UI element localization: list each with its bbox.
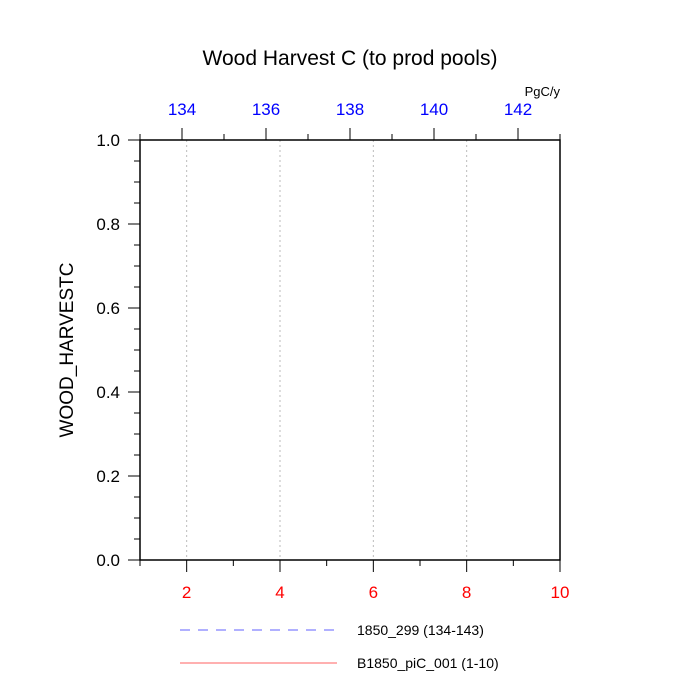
y-tick-label: 0.4 bbox=[96, 383, 120, 402]
legend-label: 1850_299 (134-143) bbox=[357, 622, 484, 638]
plot-frame bbox=[139, 139, 561, 561]
x-bottom-tick-label: 6 bbox=[369, 583, 378, 602]
x-bottom-tick-label: 8 bbox=[462, 583, 471, 602]
units-label: PgC/y bbox=[525, 84, 561, 99]
y-tick-label: 0.0 bbox=[96, 551, 120, 570]
x-top-tick-label: 138 bbox=[336, 100, 364, 119]
legend: 1850_299 (134-143) B1850_piC_001 (1-10) bbox=[180, 622, 499, 671]
y-tick-label: 0.2 bbox=[96, 467, 120, 486]
y-tick-label: 1.0 bbox=[96, 131, 120, 150]
legend-label: B1850_piC_001 (1-10) bbox=[357, 655, 499, 671]
y-tick-label: 0.6 bbox=[96, 299, 120, 318]
x-bottom-tick-label: 4 bbox=[275, 583, 284, 602]
x-top-tick-label: 142 bbox=[504, 100, 532, 119]
x-axis-bottom: 2 4 6 8 10 bbox=[139, 560, 570, 602]
chart-title: Wood Harvest C (to prod pools) bbox=[203, 47, 498, 70]
grid-lines bbox=[186, 140, 468, 560]
x-bottom-tick-label: 10 bbox=[551, 583, 570, 602]
x-top-tick-label: 140 bbox=[420, 100, 448, 119]
x-top-tick-label: 134 bbox=[168, 100, 196, 119]
x-bottom-tick-label: 2 bbox=[182, 583, 191, 602]
y-axis: 0.0 0.2 0.4 0.6 0.8 1.0 bbox=[96, 131, 140, 570]
x-top-tick-label: 136 bbox=[252, 100, 280, 119]
x-axis-top: 134 136 138 140 142 bbox=[139, 100, 561, 140]
y-tick-label: 0.8 bbox=[96, 215, 120, 234]
y-axis-label: WOOD_HARVESTC bbox=[57, 263, 78, 438]
